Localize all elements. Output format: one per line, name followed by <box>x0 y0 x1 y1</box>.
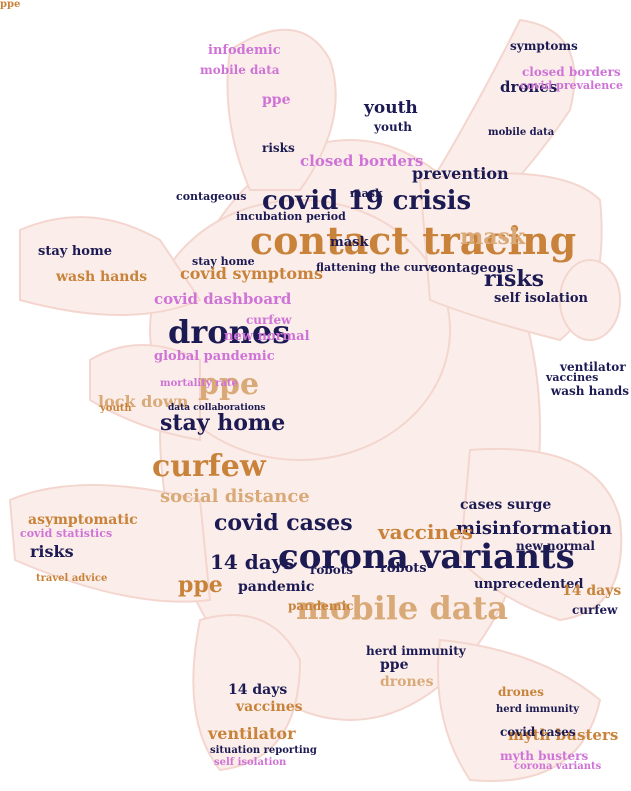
cloud-word: drones <box>380 674 434 690</box>
cloud-word: asymptomatic <box>28 512 138 528</box>
cloud-word: mobile data <box>296 589 509 627</box>
cloud-word: mortality rate <box>160 378 238 389</box>
cloud-word: mobile data <box>488 127 555 138</box>
cloud-word: stay home <box>38 244 112 259</box>
cloud-word: covid symptoms <box>180 264 323 283</box>
cloud-word: data collaborations <box>168 403 266 413</box>
cloud-word: risks <box>262 141 295 155</box>
cloud-word: self isolation <box>214 757 287 768</box>
cloud-word: youth <box>364 98 418 118</box>
cloud-word: herd immunity <box>496 704 580 715</box>
cloud-word: situation reporting <box>210 745 317 756</box>
cloud-word: youth <box>100 403 132 414</box>
cloud-word: vaccines <box>546 371 599 384</box>
cloud-word: wash hands <box>56 269 148 285</box>
cloud-word: pandemic <box>288 599 354 613</box>
cloud-word: 14 days <box>210 550 295 574</box>
cloud-word: corona variants <box>514 761 602 772</box>
cloud-word: risks <box>484 266 544 292</box>
cloud-word: ppe <box>0 0 21 10</box>
cloud-word: self isolation <box>494 291 589 306</box>
cloud-word: robots <box>310 563 354 577</box>
cloud-word: ventilator <box>208 724 296 743</box>
cloud-word: new normal <box>516 539 595 553</box>
cloud-word: vaccines <box>236 699 303 715</box>
cloud-word: ventilator <box>560 360 626 374</box>
cloud-word: pandemic <box>238 579 315 595</box>
cloud-word: stay home <box>192 255 255 268</box>
cloud-word: myth busters <box>508 726 619 744</box>
cloud-word: covid 19 crisis <box>262 186 472 216</box>
cloud-word: mask <box>350 187 383 200</box>
cloud-word: contageous <box>430 261 514 276</box>
cloud-word: flattening the curve <box>316 261 438 274</box>
cloud-word: youth <box>374 120 412 134</box>
cloud-word: stay home <box>160 410 286 436</box>
cloud-word: corona variants <box>278 537 575 577</box>
cloud-word: covid cases <box>214 510 353 536</box>
cloud-word: closed borders <box>522 65 621 79</box>
cloud-word: covid statistics <box>20 527 113 540</box>
cloud-word: mask <box>330 235 369 250</box>
cloud-word: prevention <box>412 164 509 183</box>
cloud-word: ppe <box>178 572 223 598</box>
cloud-word: 14 days <box>228 682 288 698</box>
cloud-word: covid dashboard <box>154 290 292 308</box>
cloud-word: robots <box>380 561 427 576</box>
cloud-word: new normal <box>224 329 310 344</box>
cloud-word: lock down <box>98 392 189 411</box>
cloud-word: ppe <box>198 367 260 402</box>
cloud-word: 14 days <box>562 583 622 599</box>
cloud-word: travel advice <box>36 573 108 584</box>
cloud-word: covid prevalence <box>520 79 624 92</box>
cloud-word: covid cases <box>500 725 576 739</box>
cloud-word: curfew <box>572 603 618 617</box>
cloud-word: wash hands <box>550 384 629 398</box>
cloud-word: drones <box>498 685 544 699</box>
cloud-word: global pandemic <box>154 349 275 364</box>
cloud-word: infodemic <box>208 43 281 58</box>
cloud-word: contageous <box>176 190 247 203</box>
cloud-word: mask <box>460 224 526 250</box>
cloud-word: misinformation <box>456 518 613 539</box>
cloud-word: vaccines <box>378 520 474 544</box>
cloud-word: myth busters <box>500 749 589 763</box>
cloud-word: unprecedented <box>474 577 584 592</box>
cloud-word: cases surge <box>460 497 552 513</box>
cloud-word: curfew <box>152 449 266 484</box>
cloud-word: risks <box>30 542 74 561</box>
cloud-word: ppe <box>380 657 409 673</box>
cloud-word: symptoms <box>510 39 578 53</box>
cloud-word: contact tracing <box>250 218 577 263</box>
cloud-word: social distance <box>160 486 310 507</box>
cloud-word: herd immunity <box>366 644 466 658</box>
cloud-word: ppe <box>262 92 291 108</box>
cloud-word: drones <box>500 78 558 96</box>
cloud-word: curfew <box>246 313 292 327</box>
cloud-word: drones <box>168 313 291 351</box>
cloud-word: incubation period <box>236 210 346 223</box>
cloud-word: mobile data <box>200 63 280 77</box>
cloud-word: closed borders <box>300 152 424 170</box>
